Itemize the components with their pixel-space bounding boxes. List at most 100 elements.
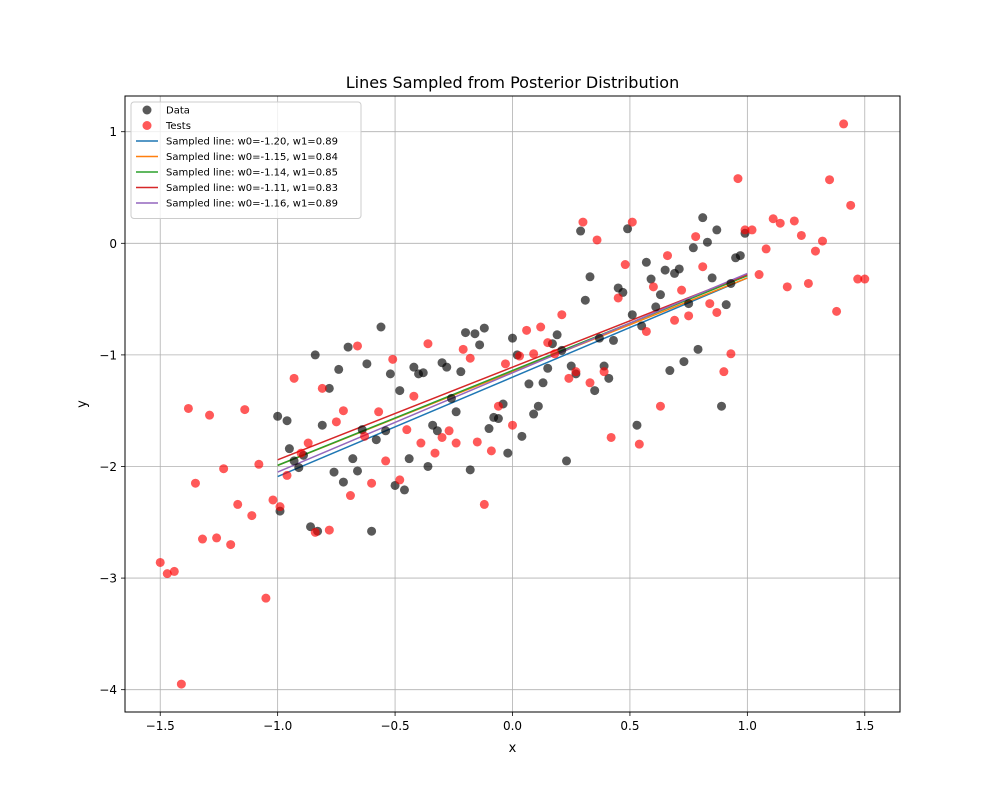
test-point — [303, 438, 313, 448]
test-point — [789, 216, 799, 226]
test-point — [458, 344, 468, 354]
data-point — [717, 401, 727, 411]
data-point — [284, 444, 294, 454]
data-point — [693, 344, 703, 354]
test-point — [733, 174, 743, 184]
legend: Data Tests Sampled line: w0=-1.20, w1=0.89… — [130, 101, 362, 219]
test-point — [451, 438, 461, 448]
data-point — [479, 323, 489, 333]
test-point — [599, 367, 609, 377]
test-point — [712, 307, 722, 317]
test-point — [571, 367, 581, 377]
test-point — [726, 349, 736, 359]
data-point — [484, 424, 494, 434]
data-point — [627, 310, 637, 320]
data-point — [698, 213, 708, 223]
test-point — [430, 448, 440, 458]
data-point — [442, 362, 452, 372]
data-point — [461, 328, 471, 338]
data-point — [273, 411, 283, 421]
legend-frame — [130, 101, 362, 219]
x-tick-label: −0.5 — [381, 719, 410, 733]
data-point — [735, 251, 745, 261]
legend-label: Sampled line: w0=-1.11, w1=0.83 — [166, 183, 338, 194]
test-point — [529, 349, 539, 359]
sampled-lines-layer — [277, 272, 748, 478]
test-point — [691, 232, 701, 242]
data-point — [623, 224, 633, 234]
data-point — [334, 364, 344, 374]
data-point — [517, 431, 527, 441]
data-point — [456, 367, 466, 377]
test-point — [338, 406, 348, 416]
test-point — [198, 534, 207, 544]
data-point — [552, 330, 562, 340]
data-point — [338, 477, 348, 487]
test-point — [803, 278, 813, 288]
test-point — [219, 464, 229, 474]
data-point — [562, 456, 572, 466]
data-point — [446, 393, 456, 403]
test-point — [282, 470, 292, 480]
data-point — [702, 237, 712, 247]
data-point — [585, 272, 595, 282]
test-point — [331, 417, 341, 427]
data-point — [371, 435, 381, 445]
data-point — [508, 333, 517, 343]
test-point — [860, 274, 870, 284]
test-point — [846, 200, 856, 210]
legend-marker — [142, 105, 152, 115]
data-point — [538, 378, 548, 388]
y-tick-label: −1 — [99, 348, 117, 362]
test-point — [782, 282, 792, 292]
test-point — [818, 236, 827, 246]
test-point — [810, 246, 820, 256]
data-point — [576, 226, 586, 236]
data-point — [665, 366, 675, 376]
data-point — [418, 368, 428, 378]
test-point — [289, 373, 299, 383]
tests-points-layer — [155, 119, 870, 689]
data-point — [707, 273, 717, 283]
legend-label: Sampled line: w0=-1.14, w1=0.85 — [166, 168, 338, 179]
data-point — [721, 300, 731, 310]
test-point — [627, 217, 637, 227]
test-point — [515, 351, 525, 361]
data-point — [423, 461, 433, 471]
test-point — [663, 251, 672, 261]
test-point — [486, 446, 496, 456]
test-point — [641, 326, 651, 336]
data-point — [608, 335, 618, 345]
test-point — [684, 311, 694, 321]
data-point — [674, 264, 684, 274]
data-point — [594, 333, 604, 343]
test-point — [416, 438, 426, 448]
x-tick-label: 1.0 — [738, 719, 757, 733]
test-point — [634, 439, 644, 449]
x-axis-label: x — [509, 741, 517, 756]
data-point — [493, 414, 503, 424]
data-point — [362, 359, 372, 369]
test-point — [233, 499, 243, 509]
test-point — [395, 475, 405, 485]
data-point — [712, 225, 722, 235]
sampled-line — [277, 277, 748, 478]
y-axis-ticks: 1 0 −1 −2 −3 −4 — [99, 125, 125, 697]
test-point — [564, 373, 574, 383]
data-point — [529, 409, 539, 419]
x-tick-label: 0.5 — [620, 719, 639, 733]
test-point — [853, 274, 863, 284]
data-point — [343, 342, 353, 352]
data-point — [641, 257, 651, 267]
y-tick-label: 0 — [109, 237, 117, 251]
data-point — [503, 448, 513, 458]
test-point — [508, 420, 517, 430]
y-tick-label: 1 — [109, 125, 117, 139]
chart-title: Lines Sampled from Posterior Distributio… — [346, 73, 679, 92]
test-point — [296, 448, 306, 458]
data-point — [282, 416, 292, 426]
test-point — [402, 425, 412, 435]
data-point — [684, 299, 694, 309]
test-point — [205, 410, 215, 420]
test-point — [719, 367, 729, 377]
